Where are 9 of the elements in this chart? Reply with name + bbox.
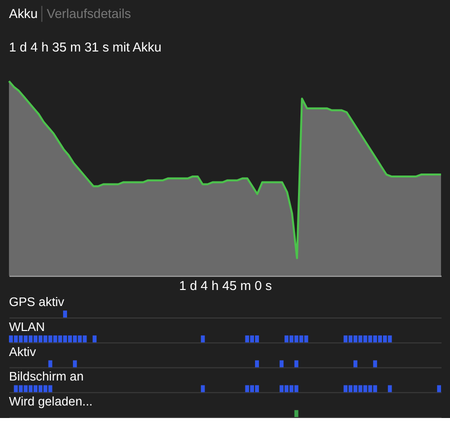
chart-title: Bildschirm an <box>8 370 84 384</box>
chart-title: GPS aktiv <box>8 295 66 310</box>
chart-title: WLAN <box>8 320 45 334</box>
chart-title: 1 d 4 h 35 m 31 s mit Akku <box>8 40 162 55</box>
text: Verlaufsdetails <box>46 6 131 21</box>
x-axis-title: 1 d 4 h 45 m 0 s <box>179 278 272 294</box>
text: Akku <box>8 6 38 21</box>
chart-title: Wird geladen... <box>8 394 93 409</box>
chart-title: Aktiv <box>8 344 37 359</box>
